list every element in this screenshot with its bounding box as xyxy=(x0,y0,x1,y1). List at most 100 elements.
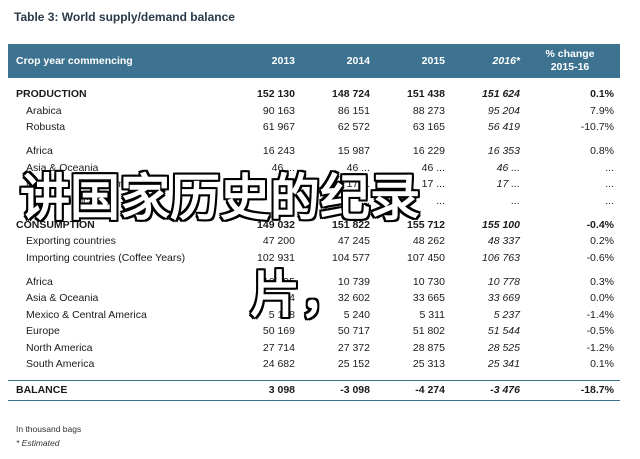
header-change-line1: % change xyxy=(545,48,595,60)
cell-value: 151 438 xyxy=(407,88,445,101)
cell-value: 10 595 xyxy=(262,276,295,289)
cell-value: 17 ... xyxy=(346,178,370,191)
cell-value: 48 337 xyxy=(487,235,520,248)
watermark-line-2: 片， xyxy=(250,266,350,324)
table-row: Arabica 90 163 86 151 88 273 95 204 7.9% xyxy=(8,102,620,118)
header-year-2015: 2015 xyxy=(421,55,445,67)
cell-value: 63 165 xyxy=(412,120,445,133)
row-label: Mexico & Central America xyxy=(26,178,147,191)
table-row: Europe 50 169 50 717 51 802 51 544 -0.5% xyxy=(8,323,620,339)
cell-change: -10.7% xyxy=(580,120,614,133)
cell-value: 32 602 xyxy=(337,292,370,305)
cell-value: 5 158 xyxy=(268,308,295,321)
cell-value: ... xyxy=(511,194,520,207)
row-label: Robusta xyxy=(26,120,66,133)
cell-value: 10 739 xyxy=(337,276,370,289)
row-label: CONSUMPTION xyxy=(16,218,95,231)
cell-value: 3 098 xyxy=(268,384,295,397)
cell-value: 148 724 xyxy=(332,88,370,101)
cell-value: 28 875 xyxy=(412,341,445,354)
cell-change: 7.9% xyxy=(590,104,614,117)
row-label: Mexico & Central America xyxy=(26,308,147,321)
table-row: Exporting countries 47 200 47 245 48 262… xyxy=(8,233,620,249)
note-estimated: * Estimated xyxy=(16,438,60,448)
cell-value: 27 372 xyxy=(337,341,370,354)
cell-value: 25 313 xyxy=(412,358,445,371)
row-label: Africa xyxy=(26,276,53,289)
table-row: Robusta 61 967 62 572 63 165 56 419 -10.… xyxy=(8,119,620,135)
note-units: In thousand bags xyxy=(16,424,82,434)
cell-change: -18.7% xyxy=(580,384,614,397)
cell-value: 90 163 xyxy=(262,104,295,117)
row-label: South America xyxy=(26,358,95,371)
supply-demand-table: Crop year commencing 2013 2014 2015 2016… xyxy=(8,44,620,401)
cell-value: 50 169 xyxy=(262,325,295,338)
cell-change: -0.5% xyxy=(586,325,614,338)
table-row: CONSUMPTION 149 032 151 822 155 712 155 … xyxy=(8,217,620,233)
cell-value: 30 714 xyxy=(262,292,295,305)
table-row: Africa 10 595 10 739 10 730 10 778 0.3% xyxy=(8,274,620,290)
cell-change: -1.2% xyxy=(586,341,614,354)
cell-change: 0.3% xyxy=(590,276,614,289)
cell-change: ... xyxy=(605,194,614,207)
table-row-balance: BALANCE 3 098 -3 098 -4 274 -3 476 -18.7… xyxy=(8,380,620,401)
table-row: North America 27 714 27 372 28 875 28 52… xyxy=(8,339,620,355)
cell-value: 46 ... xyxy=(271,161,295,174)
cell-value: -3 476 xyxy=(490,384,520,397)
cell-value: 50 717 xyxy=(337,325,370,338)
cell-value: 33 669 xyxy=(487,292,520,305)
cell-value: 62 572 xyxy=(337,120,370,133)
cell-value: 155 712 xyxy=(407,218,445,231)
table-row: Asia & Oceania 46 ... 46 ... 46 ... 46 .… xyxy=(8,160,620,176)
watermark-line-1: 讲国家历史的纪录 xyxy=(20,169,420,227)
header-year-2016: 2016* xyxy=(492,55,520,67)
header-change-line2: 2015-16 xyxy=(550,61,590,73)
cell-change: ... xyxy=(605,161,614,174)
cell-change: 0.0% xyxy=(590,292,614,305)
row-label: South America xyxy=(26,194,95,207)
cell-change: 0.1% xyxy=(590,88,614,101)
cell-value: 151 624 xyxy=(482,88,520,101)
table-row: Africa 16 243 15 987 16 229 16 353 0.8% xyxy=(8,143,620,159)
cell-value: 106 763 xyxy=(482,251,520,264)
cell-change: 0.8% xyxy=(590,145,614,158)
cell-value: 51 544 xyxy=(487,325,520,338)
cell-value: -3 098 xyxy=(340,384,370,397)
cell-change: ... xyxy=(605,178,614,191)
cell-value: 16 353 xyxy=(487,145,520,158)
cell-value: 47 200 xyxy=(262,235,295,248)
table-title: Table 3: World supply/demand balance xyxy=(14,10,235,24)
row-label: North America xyxy=(26,341,93,354)
cell-value: 28 525 xyxy=(487,341,520,354)
cell-value: 24 682 xyxy=(262,358,295,371)
header-crop-year: Crop year commencing xyxy=(16,55,133,67)
cell-value: 88 273 xyxy=(412,104,445,117)
cell-value: 104 577 xyxy=(332,251,370,264)
table-row: Mexico & Central America 5 158 5 240 5 3… xyxy=(8,307,620,323)
cell-value: 10 730 xyxy=(412,276,445,289)
cell-value: 86 151 xyxy=(337,104,370,117)
cell-value: 47 245 xyxy=(337,235,370,248)
table-row: South America ... ... ... ... ... xyxy=(8,192,620,208)
table-row: Mexico & Central America 17 ... 17 ... 1… xyxy=(8,176,620,192)
row-label: Importing countries (Coffee Years) xyxy=(26,251,186,264)
cell-value: 27 714 xyxy=(262,341,295,354)
cell-value: 56 419 xyxy=(487,120,520,133)
cell-value: 51 802 xyxy=(412,325,445,338)
cell-value: 10 778 xyxy=(487,276,520,289)
cell-value: 25 152 xyxy=(337,358,370,371)
table-row: Asia & Oceania 30 714 32 602 33 665 33 6… xyxy=(8,290,620,306)
cell-value: 61 967 xyxy=(262,120,295,133)
cell-value: ... xyxy=(286,194,295,207)
row-label: Asia & Oceania xyxy=(26,292,99,305)
cell-change: -1.4% xyxy=(586,308,614,321)
cell-value: 48 262 xyxy=(412,235,445,248)
cell-value: 16 243 xyxy=(262,145,295,158)
cell-value: 46 ... xyxy=(421,161,445,174)
cell-change: 0.2% xyxy=(590,235,614,248)
header-change: % change 2015-16 xyxy=(526,44,620,78)
cell-value: 17 ... xyxy=(421,178,445,191)
row-label: Exporting countries xyxy=(26,235,116,248)
table-header-row: Crop year commencing 2013 2014 2015 2016… xyxy=(8,44,620,78)
table-row: PRODUCTION 152 130 148 724 151 438 151 6… xyxy=(8,86,620,102)
